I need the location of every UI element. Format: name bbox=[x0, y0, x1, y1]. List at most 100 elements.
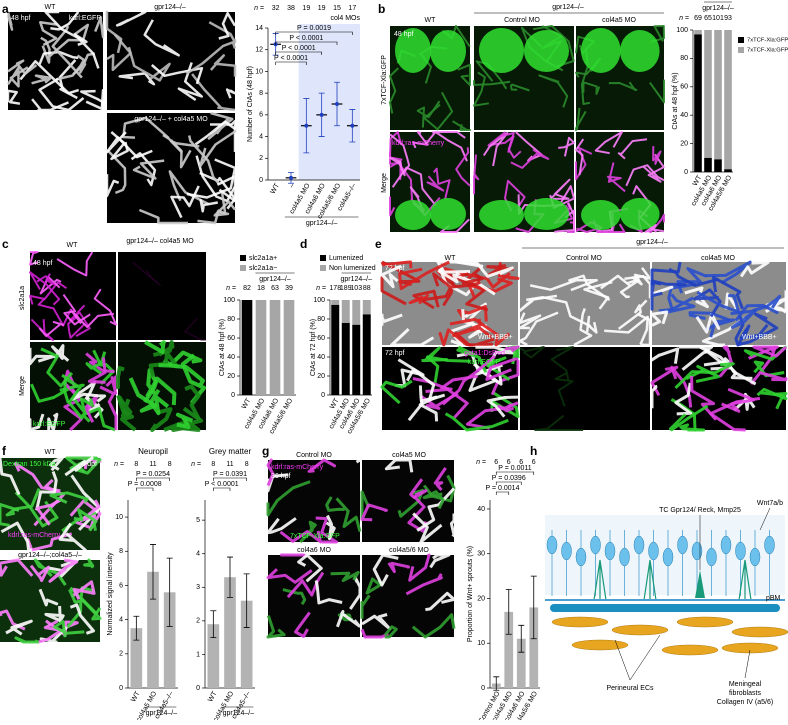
vessel bbox=[94, 16, 105, 39]
vessel bbox=[110, 131, 129, 161]
vessel bbox=[575, 146, 593, 181]
label: WT bbox=[445, 255, 457, 262]
bar bbox=[130, 628, 143, 688]
vessel bbox=[730, 308, 757, 329]
vessel bbox=[5, 488, 41, 517]
y-tick-label: 40 bbox=[227, 354, 235, 361]
bar-segment bbox=[331, 304, 340, 395]
bar-segment bbox=[331, 300, 340, 305]
vessel bbox=[28, 413, 45, 432]
vessel bbox=[26, 532, 73, 552]
vessel bbox=[64, 456, 94, 477]
y-tick-label: 2 bbox=[196, 618, 200, 625]
label: gpr124–/– bbox=[154, 4, 186, 11]
n-value: 8 bbox=[168, 461, 172, 468]
n-value: 93 bbox=[724, 15, 732, 22]
y-tick-label: 60 bbox=[227, 335, 235, 342]
bar bbox=[207, 624, 220, 688]
mean-dot bbox=[319, 112, 324, 117]
vessel bbox=[380, 275, 407, 306]
label: gpr124–/– bbox=[552, 4, 584, 11]
n-value: 8 bbox=[211, 461, 215, 468]
vessel bbox=[525, 295, 592, 328]
n-value: 101 bbox=[712, 15, 724, 22]
y-tick-label: 40 bbox=[680, 112, 688, 119]
radial-glia bbox=[677, 535, 688, 555]
x-tick-label: WT bbox=[207, 690, 219, 704]
y-tick-label: 14 bbox=[255, 25, 263, 32]
vessel bbox=[712, 275, 744, 310]
n-value: 63 bbox=[271, 285, 279, 292]
vessel bbox=[180, 353, 207, 405]
legend-label: slc2a1a+ bbox=[249, 255, 277, 262]
vessel bbox=[279, 530, 323, 544]
label: fibroblasts bbox=[729, 690, 761, 697]
vessel bbox=[606, 162, 626, 193]
bar-segment bbox=[704, 157, 712, 172]
vessel bbox=[624, 274, 652, 299]
error-bar bbox=[210, 610, 217, 639]
group-label: gpr124–/– bbox=[146, 710, 178, 717]
vessel bbox=[51, 344, 70, 362]
vessel bbox=[150, 64, 204, 85]
vessel bbox=[14, 636, 40, 644]
vessel bbox=[73, 508, 98, 532]
vessel bbox=[452, 120, 471, 131]
vessel bbox=[665, 293, 696, 314]
y-tick-label: 40 bbox=[317, 354, 325, 361]
vessel bbox=[651, 25, 665, 43]
vessel bbox=[105, 174, 120, 198]
vessel bbox=[456, 305, 488, 322]
label: Perineural ECs bbox=[606, 685, 654, 692]
ec-layer bbox=[550, 604, 780, 612]
vessel bbox=[380, 264, 402, 289]
vessel bbox=[87, 357, 107, 384]
vessel bbox=[47, 412, 59, 432]
label: Meningeal bbox=[729, 681, 762, 688]
label: Wnt+BBB+ bbox=[478, 334, 513, 341]
vessel bbox=[186, 158, 237, 199]
vessel bbox=[70, 392, 107, 403]
vessel bbox=[337, 613, 353, 622]
p-value: P = 0.0011 bbox=[498, 465, 532, 472]
mean-dot bbox=[350, 123, 355, 128]
label: Merge bbox=[381, 173, 388, 193]
vessel bbox=[617, 138, 648, 160]
vessel bbox=[29, 251, 39, 266]
vessel bbox=[266, 517, 297, 535]
highlight-label: col4 MOs bbox=[330, 15, 360, 22]
chart-title: Grey matter bbox=[209, 447, 252, 456]
radial-glia bbox=[619, 547, 630, 567]
legend-label: 7xTCF-Xla:GFP+ bbox=[747, 38, 788, 44]
y-tick-label: 10 bbox=[477, 640, 485, 647]
vessel bbox=[649, 79, 665, 104]
radial-glia bbox=[604, 541, 616, 561]
vessel bbox=[158, 363, 205, 386]
vessel bbox=[637, 313, 652, 347]
vessel bbox=[44, 605, 65, 623]
vessel bbox=[170, 185, 200, 219]
label: gpr124–/–;col4a5–/– bbox=[18, 552, 82, 559]
vessel bbox=[85, 88, 105, 111]
y-tick-label: 100 bbox=[676, 27, 688, 34]
vessel bbox=[416, 100, 441, 128]
y-tick-label: 1 bbox=[196, 651, 200, 658]
vessel bbox=[408, 293, 430, 305]
vessel bbox=[130, 152, 157, 187]
y-tick-label: 6 bbox=[259, 112, 263, 119]
vessel bbox=[631, 267, 652, 286]
chart: 0 2 4 6 8 10 Normalized signal intensity Neurop… bbox=[107, 447, 178, 723]
vessel bbox=[473, 79, 511, 86]
y-tick-label: 60 bbox=[317, 335, 325, 342]
vessel bbox=[425, 591, 456, 612]
legend-swatch bbox=[738, 37, 744, 43]
vessel bbox=[600, 274, 641, 290]
y-tick-label: 3 bbox=[196, 584, 200, 591]
fibroblast bbox=[661, 644, 719, 656]
bracket bbox=[495, 491, 510, 495]
vessel bbox=[389, 67, 399, 114]
vessel bbox=[482, 132, 509, 167]
vessel bbox=[266, 458, 275, 487]
vessel bbox=[149, 388, 170, 416]
y-tick-label: 20 bbox=[680, 140, 688, 147]
